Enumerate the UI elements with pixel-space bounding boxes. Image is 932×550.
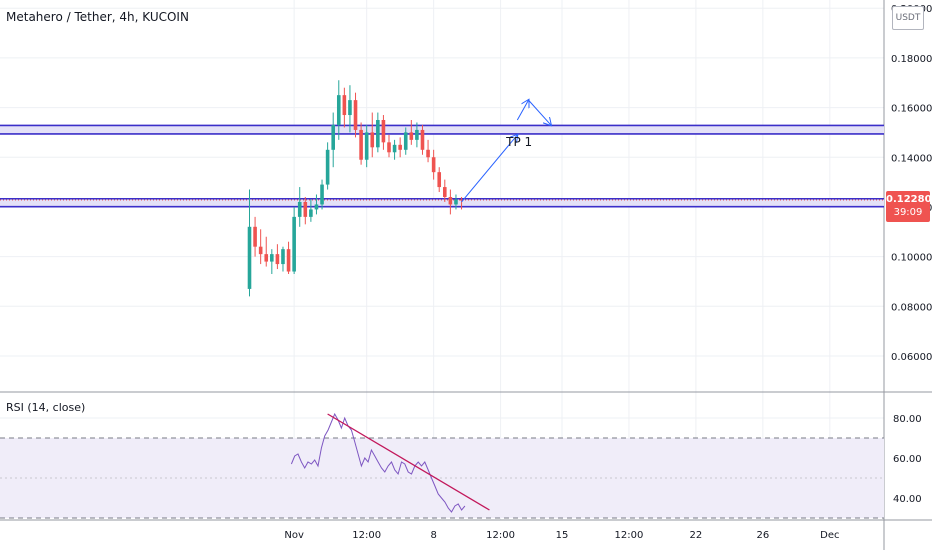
chart-title: Metahero / Tether, 4h, KUCOIN: [6, 10, 189, 24]
candle-body: [275, 254, 280, 265]
price-tick-label: 0.08000: [891, 302, 932, 313]
time-tick-label: 15: [556, 530, 569, 541]
price-tick-label: 0.18000: [891, 54, 932, 65]
candle-body: [270, 254, 274, 262]
rsi-title: RSI (14, close): [6, 401, 86, 414]
rsi-tick-label: 40.00: [893, 494, 922, 505]
candle-body: [454, 199, 458, 205]
price-tick-label: 0.14000: [891, 153, 932, 164]
candle-body: [303, 201, 308, 217]
candle-body: [264, 254, 269, 262]
candle-body: [437, 172, 442, 188]
price-tick-label: 0.16000: [891, 104, 932, 115]
target-arrow-2: [528, 99, 551, 125]
candle-body: [309, 209, 313, 217]
candle-body: [348, 100, 352, 116]
candle-body: [258, 246, 263, 255]
time-tick-label: 22: [690, 530, 703, 541]
time-tick-label: 8: [430, 530, 436, 541]
candle-body: [331, 124, 335, 150]
candle-body: [342, 95, 347, 116]
time-tick-label: 26: [756, 530, 769, 541]
candle-body: [398, 144, 402, 150]
candle-body: [448, 197, 453, 205]
resistance-band-fill-1: [0, 198, 884, 207]
time-tick-label: 12:00: [486, 530, 515, 541]
current-price-tag: 0.12280 39:09: [886, 191, 932, 222]
candle-body: [431, 157, 436, 173]
candle-body: [443, 187, 447, 197]
candle-body: [353, 100, 358, 130]
candles: [247, 80, 464, 297]
candle-body: [320, 184, 324, 205]
candle-body: [426, 149, 430, 158]
time-tick-label: Nov: [284, 530, 304, 541]
candle-body: [392, 144, 397, 153]
rsi-tick-label: 80.00: [893, 414, 922, 425]
target-arrow-1: [516, 100, 528, 121]
candle-body: [314, 204, 319, 210]
candle-body: [420, 129, 425, 150]
candle-body: [325, 149, 330, 185]
candle-body: [292, 216, 296, 272]
rsi-trendline: [327, 413, 490, 511]
candle-body: [336, 95, 341, 125]
candle-body: [247, 226, 252, 289]
candle-countdown: 39:09: [893, 207, 923, 218]
rsi-tick-label: 60.00: [893, 454, 922, 465]
rsi-line: [290, 412, 466, 513]
candle-body: [286, 249, 291, 272]
candle-body: [403, 132, 408, 150]
currency-badge[interactable]: USDT: [892, 6, 924, 30]
candle-body: [359, 129, 363, 160]
candle-body: [364, 132, 369, 160]
price-tick-label: 0.06000: [891, 352, 932, 363]
current-price-value: 0.12280: [886, 194, 932, 205]
time-tick-label: 12:00: [615, 530, 644, 541]
candle-body: [376, 119, 380, 148]
candle-body: [387, 142, 391, 153]
candle-body: [415, 129, 419, 140]
candle-body: [381, 119, 386, 143]
candle-body: [253, 226, 257, 247]
time-tick-label: 12:00: [352, 530, 381, 541]
price-tick-label: 0.10000: [891, 253, 932, 264]
tp1-label: TP 1: [505, 135, 532, 149]
candle-body: [281, 249, 285, 265]
candle-body: [459, 199, 464, 201]
candle-body: [409, 132, 414, 140]
resistance-band-fill-0: [0, 125, 884, 134]
time-tick-label: Dec: [820, 530, 839, 541]
candle-body: [297, 201, 302, 217]
candle-body: [370, 132, 375, 148]
target-arrow-0: [461, 135, 518, 203]
